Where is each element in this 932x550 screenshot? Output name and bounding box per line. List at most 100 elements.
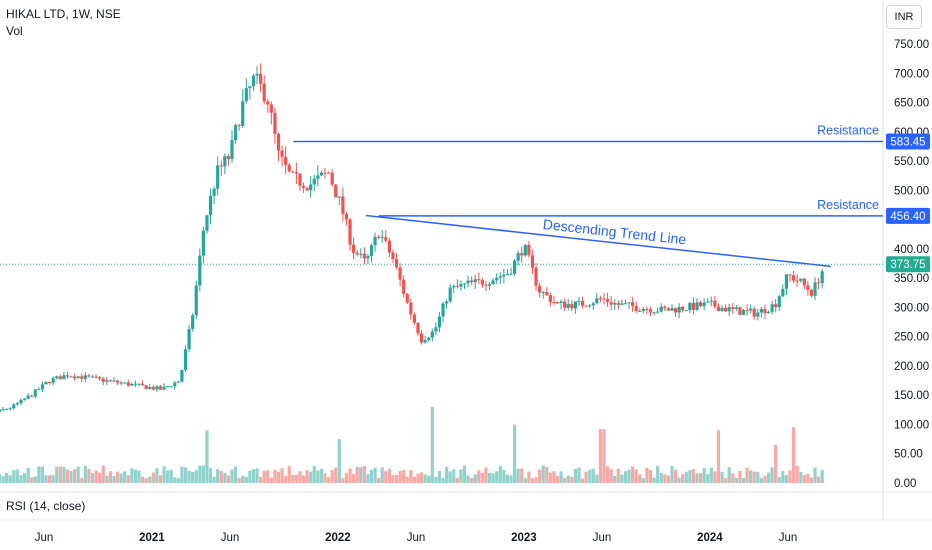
volume-bar — [348, 468, 352, 483]
candle-body — [809, 289, 814, 296]
volume-bar — [695, 473, 699, 483]
candle-body — [244, 88, 248, 102]
candle-body — [752, 308, 756, 317]
y-tick-label: 0.00 — [894, 478, 916, 490]
candle-body — [498, 276, 502, 278]
volume-bar — [394, 475, 399, 483]
candle-body — [548, 295, 552, 303]
candle-body — [205, 215, 209, 231]
volume-bar — [452, 469, 456, 483]
candle-body — [158, 386, 163, 390]
candle-body — [505, 273, 510, 275]
volume-bar — [445, 466, 449, 483]
volume-bar — [187, 470, 191, 483]
chart-title: HIKAL LTD, 1W, NSE — [6, 7, 121, 21]
volume-bar — [137, 470, 141, 483]
candle-body — [90, 376, 95, 378]
candle-body — [416, 322, 420, 334]
volume-bar — [691, 469, 696, 483]
candle-body — [802, 278, 806, 286]
volume-bar — [105, 475, 109, 483]
volume-bar — [530, 478, 535, 483]
volume-bar — [352, 474, 356, 483]
volume-bar — [734, 477, 738, 483]
resistance-value-box — [886, 207, 930, 224]
volume-bar — [387, 468, 391, 483]
y-tick-label: 150.00 — [894, 390, 929, 402]
candle-body — [673, 308, 678, 313]
volume-bar — [673, 469, 678, 483]
volume-bar — [366, 474, 370, 483]
volume-bar — [334, 467, 338, 483]
volume-bar — [809, 477, 814, 483]
volume-bar — [806, 473, 810, 483]
candle-body — [573, 301, 577, 309]
candle-body — [609, 302, 613, 305]
volume-bar — [133, 469, 138, 483]
volume-bar — [51, 475, 55, 483]
volume-bar — [455, 477, 459, 483]
volume-bar — [409, 470, 413, 483]
candle-body — [266, 101, 270, 105]
volume-bar — [262, 470, 266, 483]
volume-bar — [323, 473, 327, 483]
candle-body — [745, 310, 749, 312]
candle-body — [588, 305, 592, 307]
candle-body — [620, 303, 624, 305]
volume-bar — [802, 475, 806, 483]
candle-body — [58, 376, 62, 380]
resistance-value-box — [886, 133, 930, 150]
x-tick-label: 2024 — [697, 532, 723, 544]
candle-body — [580, 300, 585, 306]
candle-body — [341, 196, 345, 214]
volume-bar — [248, 470, 252, 483]
candle-body — [219, 165, 223, 167]
candle-body — [291, 171, 295, 173]
candle-body — [523, 244, 527, 256]
volume-bar — [87, 468, 91, 483]
candle-body — [512, 260, 517, 274]
resistance-value-label: 456.40 — [890, 211, 925, 223]
candle-body — [598, 298, 603, 300]
candle-body — [445, 301, 449, 304]
volume-bar — [166, 470, 170, 483]
candle-body — [191, 315, 195, 330]
candle-body — [716, 306, 721, 312]
candle-body — [140, 383, 145, 386]
candle-body — [473, 279, 477, 283]
volume-bar — [595, 474, 599, 483]
y-tick-label: 350.00 — [894, 273, 929, 285]
candle-body — [173, 382, 177, 387]
volume-bar — [298, 471, 302, 483]
volume-bar — [5, 472, 9, 483]
candle-body — [330, 172, 334, 185]
candle-body — [37, 389, 41, 391]
volume-bar — [98, 472, 102, 483]
candle-body — [791, 275, 796, 281]
volume-bar — [65, 469, 70, 483]
candle-body — [648, 309, 653, 313]
volume-bar — [588, 469, 592, 483]
candle-body — [151, 387, 155, 390]
volume-bar — [284, 475, 288, 483]
volume-bar — [416, 473, 420, 483]
candle-body — [126, 382, 130, 386]
candle-body — [387, 240, 391, 253]
volume-bar — [12, 470, 16, 483]
volume-bar — [427, 475, 431, 483]
volume-bar — [344, 472, 349, 483]
volume-bar — [22, 473, 27, 483]
candle-body — [226, 156, 231, 160]
volume-bar — [233, 466, 238, 483]
currency-button[interactable]: INR — [886, 5, 922, 29]
candle-body — [427, 337, 431, 341]
volume-bar — [337, 439, 341, 483]
volume-bar — [112, 475, 116, 483]
volume-bar — [280, 468, 284, 483]
candle-body — [466, 280, 470, 284]
volume-bar — [8, 475, 12, 483]
candle-body — [681, 306, 685, 311]
candle-body — [33, 389, 37, 397]
volume-bar — [541, 465, 545, 483]
